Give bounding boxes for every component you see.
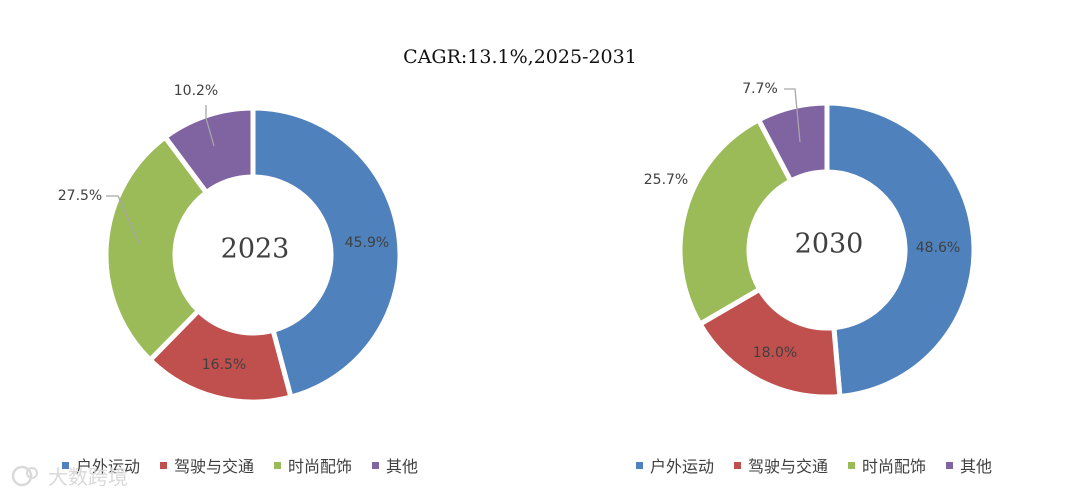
legend-label: 其他 <box>960 457 993 476</box>
donut-slice-2023-3 <box>103 134 209 363</box>
legend-item-1: 户外运动 <box>62 453 140 477</box>
data-label-2030-4: 7.7% <box>742 81 778 97</box>
legend-item-3: 时尚配饰 <box>274 453 352 477</box>
legend-item-4: 其他 <box>946 453 992 477</box>
leader-line-2023-3 <box>106 195 141 246</box>
legend-swatch <box>734 461 742 469</box>
legend-label: 驾驶与交通 <box>748 457 829 476</box>
data-label-2023-3: 27.5% <box>58 188 102 204</box>
legend-swatch <box>274 461 282 469</box>
center-label-2023: 2023 <box>221 234 290 265</box>
legend-left: 户外运动 驾驶与交通 时尚配饰 其他 <box>62 454 438 476</box>
center-label-2030: 2030 <box>795 229 864 260</box>
legend-label: 时尚配饰 <box>288 457 353 476</box>
legend-label: 户外运动 <box>76 457 141 476</box>
donut-slice-2030-3 <box>677 117 794 327</box>
donut-slice-2030-1 <box>824 100 977 399</box>
legend-label: 户外运动 <box>650 457 715 476</box>
donut-chart-2023: 45.9% 16.5% 27.5% 10.2% 2023 <box>58 83 403 405</box>
watermark-text: 大数跨境 <box>48 465 128 489</box>
legend-item-1: 户外运动 <box>636 453 714 477</box>
legend-item-3: 时尚配饰 <box>848 453 926 477</box>
donut-slice-2030-4 <box>756 100 830 184</box>
donut-chart-2030: 48.6% 18.0% 25.7% 7.7% 2030 <box>644 81 977 400</box>
data-label-2030-2: 18.0% <box>753 345 797 361</box>
data-label-2030-1: 48.6% <box>916 240 960 256</box>
donut-slice-2023-1 <box>250 105 403 400</box>
data-label-2023-2: 16.5% <box>202 357 246 373</box>
leader-line-2023-4 <box>205 105 215 147</box>
legend-label: 驾驶与交通 <box>174 457 255 476</box>
leader-line-2030-4 <box>784 88 801 143</box>
cagr-title: CAGR:13.1%,2025-2031 <box>403 46 637 68</box>
watermark-logo: 大数跨境 <box>11 465 128 489</box>
data-label-2023-1: 45.9% <box>345 235 389 251</box>
legend-item-2: 驾驶与交通 <box>734 453 828 477</box>
legend-label: 其他 <box>386 457 419 476</box>
legend-swatch <box>946 461 954 469</box>
data-label-2030-3: 25.7% <box>644 172 688 188</box>
legend-swatch <box>62 461 69 469</box>
legend-item-4: 其他 <box>372 453 418 477</box>
legend-swatch <box>160 461 168 469</box>
legend-swatch <box>372 461 380 469</box>
legend-label: 时尚配饰 <box>862 457 927 476</box>
data-label-2023-4: 10.2% <box>174 83 218 99</box>
donut-slice-2023-4 <box>162 105 256 195</box>
legend-item-2: 驾驶与交通 <box>160 453 254 477</box>
legend-swatch <box>848 461 856 469</box>
legend-swatch <box>636 461 643 469</box>
donut-slice-2030-2 <box>697 286 843 400</box>
donut-slice-2023-2 <box>147 308 294 405</box>
legend-right: 户外运动 驾驶与交通 时尚配饰 其他 <box>636 454 1012 476</box>
